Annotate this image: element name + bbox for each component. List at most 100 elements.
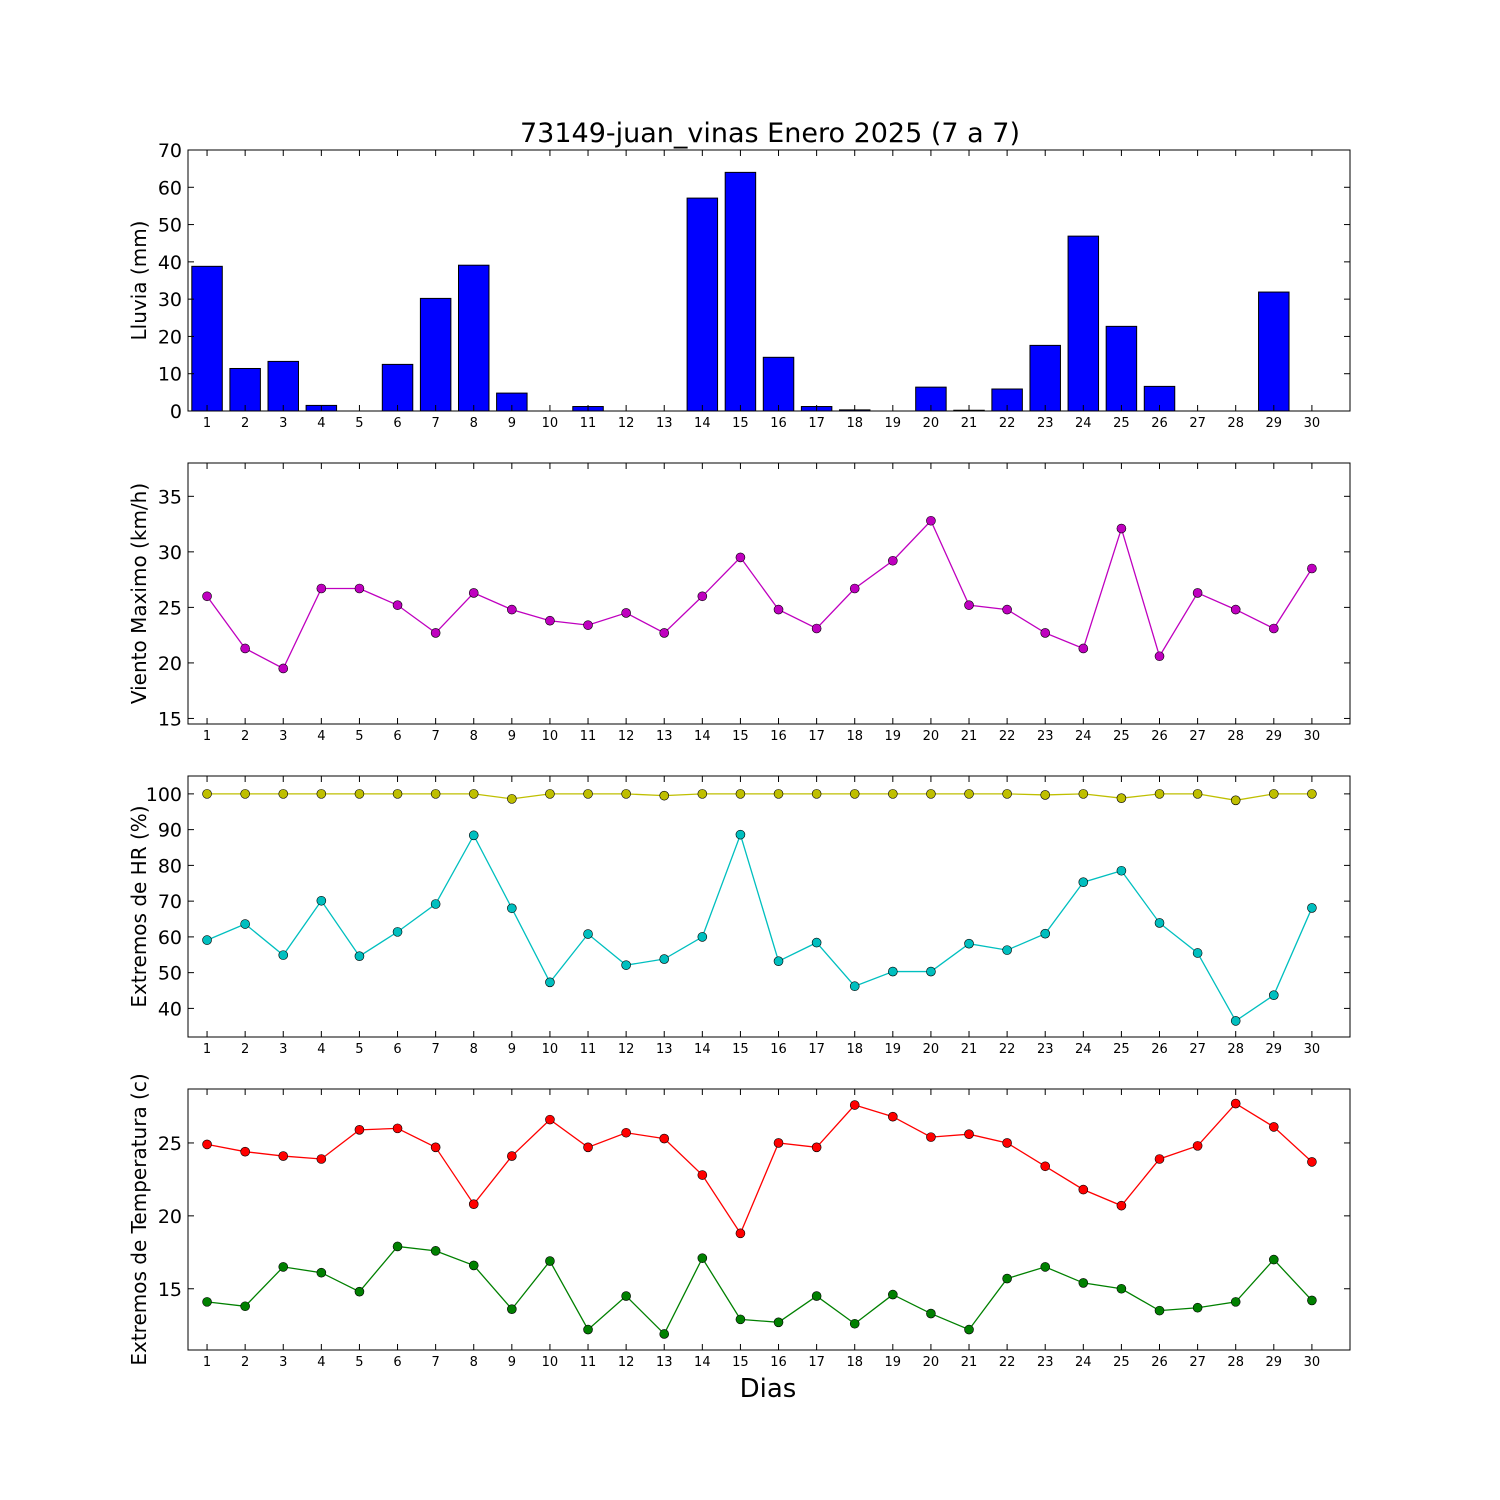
x-tick-label: 17 (808, 1042, 825, 1057)
point-series-1-day-28 (1230, 795, 1241, 806)
point-series-2-day-8 (468, 830, 479, 841)
point-series-1-day-3 (278, 1151, 289, 1161)
point-series-2-day-29 (1269, 990, 1279, 1000)
point-series-2-day-22 (1002, 1273, 1012, 1284)
x-tick-label: 8 (470, 1355, 478, 1370)
x-tick-label: 23 (1037, 729, 1054, 744)
point-series-2-day-20 (926, 1308, 936, 1319)
point-series-1-day-7 (430, 1142, 441, 1153)
point-series-1-day-24 (1078, 789, 1089, 799)
x-tick-label: 11 (580, 1355, 597, 1370)
x-tick-label: 6 (393, 1355, 401, 1370)
x-tick-label: 29 (1266, 729, 1283, 744)
plot-frame (187, 149, 1351, 412)
x-tick-label: 18 (846, 1355, 863, 1370)
point-series-2-day-18 (849, 1318, 860, 1329)
x-tick-label: 16 (770, 416, 787, 431)
point-series-1-day-29 (1269, 789, 1279, 799)
point-series-2-day-13 (659, 1329, 670, 1339)
x-axis-label: Dias (740, 1374, 797, 1404)
point-series-2-day-30 (1307, 1295, 1317, 1306)
point-series-1-day-23 (1040, 1161, 1051, 1172)
point-series-2-day-24 (1078, 877, 1089, 887)
series-line-2 (206, 832, 1313, 1022)
x-tick-label: 17 (808, 1355, 825, 1370)
point-series-2-day-14 (697, 932, 708, 942)
point-series-1-day-9 (507, 794, 517, 804)
y-tick-label: 10 (158, 364, 182, 386)
point-series-1-day-21 (964, 789, 974, 799)
y-tick-label: 20 (158, 326, 182, 348)
panel-4: 1 2 3 4 5 6 7 8 9 10 11 12 13 14 15 16 17 18 19 20 21 22 23 24 2… (127, 1073, 1351, 1370)
x-tick-label: 22 (999, 1355, 1016, 1370)
x-tick-label: 21 (961, 416, 978, 431)
point-series-1-day-6 (392, 1123, 403, 1134)
point-series-2-day-3 (278, 1262, 289, 1272)
bar-day-29 (1258, 291, 1290, 412)
x-tick-label: 7 (431, 416, 439, 431)
point-series-1-day-26 (1154, 789, 1165, 799)
x-tick-label: 28 (1227, 416, 1244, 431)
point-series-2-day-19 (888, 966, 898, 977)
point-series-1-day-26 (1154, 1154, 1165, 1164)
x-tick-label: 9 (508, 729, 516, 744)
y-tick-label: 50 (158, 963, 182, 985)
series-line-1 (207, 793, 1312, 801)
point-series-1-day-28 (1230, 1098, 1241, 1109)
point-series-2-day-2 (240, 919, 250, 929)
point-series-1-day-8 (468, 588, 479, 598)
point-series-1-day-11 (583, 1142, 593, 1153)
x-tick-label: 1 (203, 1355, 211, 1370)
x-tick-label: 25 (1113, 1042, 1130, 1057)
y-axis-label: Lluvia (mm) (127, 221, 151, 341)
y-tick-label: 60 (158, 177, 182, 199)
x-tick-label: 11 (580, 1042, 597, 1057)
y-tick-label: 25 (158, 1133, 182, 1155)
point-series-1-day-20 (926, 789, 936, 799)
point-series-1-day-4 (316, 789, 327, 799)
point-series-2-day-28 (1230, 1016, 1241, 1026)
point-series-2-day-9 (507, 1304, 517, 1314)
point-series-2-day-9 (507, 903, 517, 914)
point-series-2-day-23 (1040, 928, 1051, 939)
x-tick-label: 22 (999, 1042, 1016, 1057)
bar-day-23 (1029, 344, 1061, 412)
x-tick-label: 10 (542, 729, 559, 744)
x-tick-label: 3 (279, 1355, 287, 1370)
x-tick-label: 27 (1189, 729, 1206, 744)
y-tick-label: 50 (158, 215, 182, 237)
x-tick-label: 5 (355, 1355, 363, 1370)
point-series-1-day-15 (735, 1228, 746, 1239)
x-tick-label: 5 (355, 416, 363, 431)
bar-day-8 (458, 264, 490, 412)
x-tick-label: 2 (241, 729, 249, 744)
point-series-1-day-18 (849, 583, 860, 594)
x-tick-label: 7 (431, 1042, 439, 1057)
x-tick-label: 9 (508, 1355, 516, 1370)
point-series-2-day-22 (1002, 945, 1012, 955)
x-tick-label: 13 (656, 729, 673, 744)
x-tick-label: 14 (694, 1355, 711, 1370)
x-tick-label: 17 (808, 729, 825, 744)
y-tick-label: 30 (158, 542, 182, 564)
point-series-2-day-23 (1040, 1262, 1051, 1272)
point-series-2-day-11 (583, 929, 593, 939)
x-tick-label: 12 (618, 1355, 635, 1370)
x-tick-label: 9 (508, 1042, 516, 1057)
x-tick-label: 12 (618, 729, 635, 744)
x-tick-label: 21 (961, 1355, 978, 1370)
point-series-2-day-19 (888, 1289, 898, 1300)
x-tick-label: 16 (770, 729, 787, 744)
x-tick-label: 19 (885, 1042, 902, 1057)
y-tick-label: 80 (158, 855, 182, 877)
bar-day-24 (1067, 235, 1100, 412)
point-series-1-day-16 (773, 1138, 784, 1148)
point-series-2-day-28 (1230, 1297, 1241, 1307)
point-series-1-day-4 (316, 583, 327, 594)
point-series-1-day-5 (354, 1125, 365, 1135)
bar-day-2 (229, 367, 261, 412)
x-tick-label: 29 (1266, 1042, 1283, 1057)
point-series-1-day-24 (1078, 1184, 1089, 1195)
point-series-1-day-27 (1192, 588, 1203, 598)
